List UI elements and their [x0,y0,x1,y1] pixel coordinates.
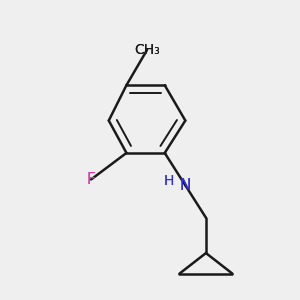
Text: CH₃: CH₃ [134,43,160,57]
Text: F: F [87,172,95,187]
Circle shape [83,171,99,188]
Text: H: H [164,174,174,188]
Circle shape [134,37,160,63]
Text: CH₃: CH₃ [134,43,160,57]
Text: N: N [180,178,191,193]
Circle shape [174,174,197,197]
Text: F: F [87,172,95,187]
Text: N: N [180,178,191,193]
Text: H: H [164,174,174,188]
